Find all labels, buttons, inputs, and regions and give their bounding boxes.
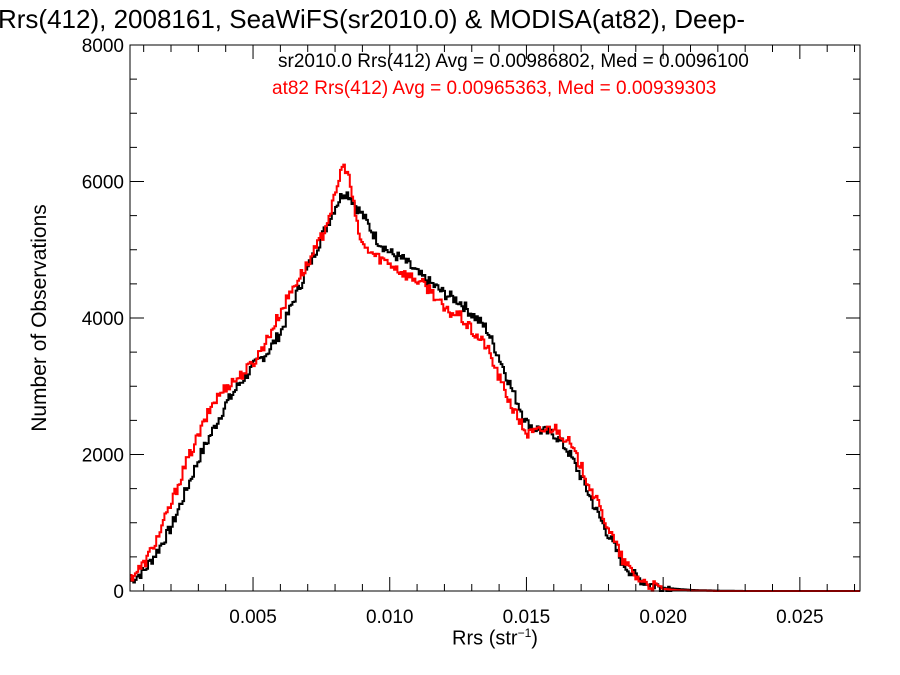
- series-layer: [130, 163, 860, 592]
- x-tick-label: 0.010: [366, 607, 414, 628]
- legend-entry-seawifs: sr2010.0 Rrs(412) Avg = 0.00986802, Med …: [278, 51, 749, 72]
- legend-entry-modisa: at82 Rrs(412) Avg = 0.00965363, Med = 0.…: [272, 78, 717, 99]
- x-tick-label: 0.020: [639, 607, 687, 628]
- series-line-2: [130, 163, 860, 592]
- y-tick-label: 4000: [82, 309, 124, 330]
- x-tick-label: 0.005: [229, 607, 277, 628]
- y-tick-label: 0: [113, 582, 124, 603]
- x-axis-label: Rrs (str−1): [452, 626, 538, 650]
- chart-title: Rrs(412), 2008161, SeaWiFS(sr2010.0) & M…: [0, 4, 746, 34]
- series-line-1: [130, 191, 860, 592]
- plot-frame: [129, 44, 861, 592]
- y-tick-label: 2000: [82, 446, 124, 467]
- axis-layer: 0.005 0.010 0.015 0.020 0.025 0 2000 4000 6000 80…: [82, 36, 861, 628]
- y-tick-label: 8000: [82, 36, 124, 57]
- x-tick-label: 0.015: [503, 607, 551, 628]
- y-tick-label: 6000: [82, 173, 124, 194]
- x-tick-label: 0.025: [776, 607, 824, 628]
